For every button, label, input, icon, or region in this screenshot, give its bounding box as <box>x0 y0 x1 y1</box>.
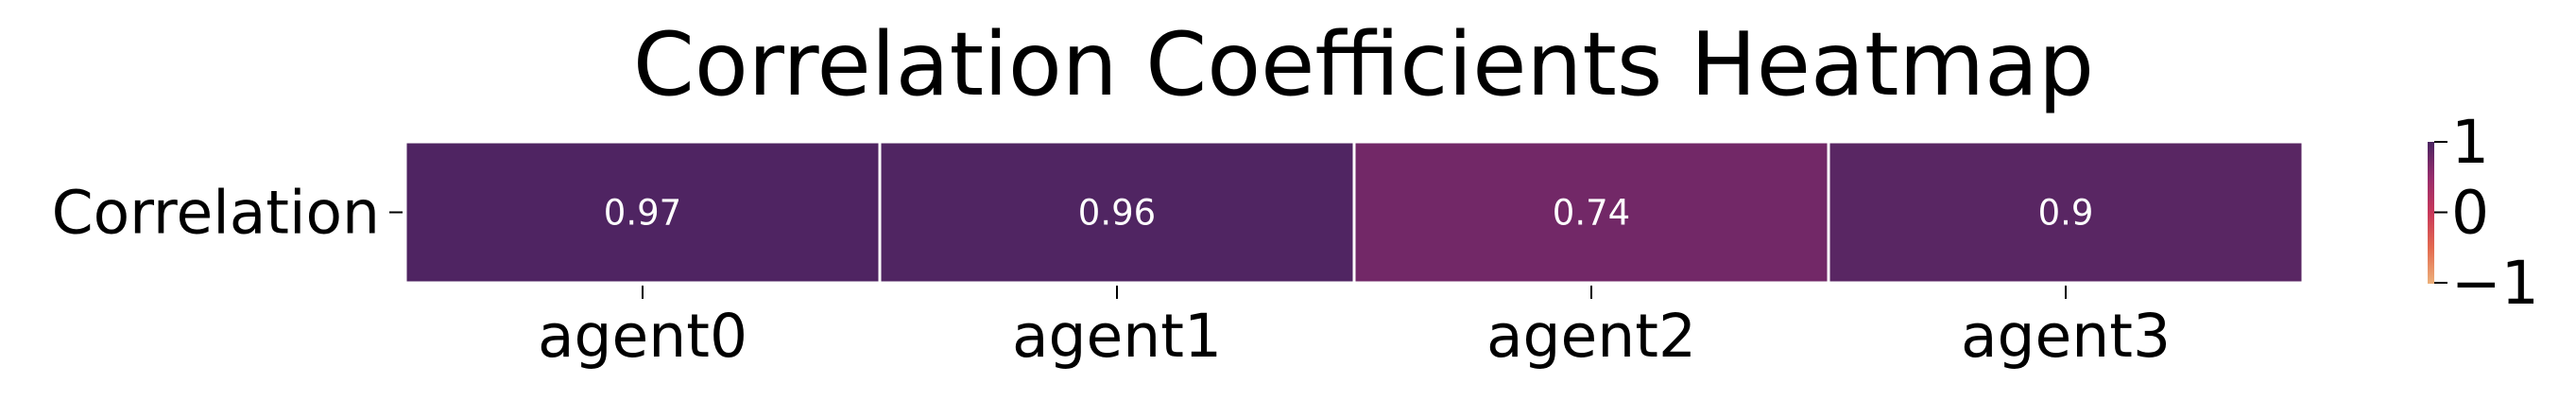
heatmap-cells: 0.97 0.96 0.74 0.9 <box>404 140 2305 285</box>
heatmap-cell <box>404 140 882 285</box>
heatmap-cell <box>878 140 1356 285</box>
cell-value-label: 0.96 <box>1078 193 1156 234</box>
colorbar <box>2428 142 2434 284</box>
column-label: agent1 <box>1012 302 1222 371</box>
column-label: agent0 <box>538 302 747 371</box>
row-labels: Correlation <box>52 179 403 248</box>
colorbar-tick-label: 0 <box>2451 179 2489 248</box>
colorbar-gradient <box>2428 142 2434 284</box>
column-labels: agent0 agent1 agent2 agent3 <box>538 286 2171 371</box>
cell-value-label: 0.97 <box>604 193 681 234</box>
column-label: agent3 <box>1961 302 2171 371</box>
row-label: Correlation <box>52 179 380 248</box>
colorbar-ticks: 10−1 <box>2434 108 2539 318</box>
heatmap-cell <box>1827 140 2305 285</box>
colorbar-tick-label: 1 <box>2451 108 2489 177</box>
column-label: agent2 <box>1486 302 1696 371</box>
colorbar-tick-label: −1 <box>2451 249 2539 318</box>
chart-title: Correlation Coefficients Heatmap <box>633 13 2094 115</box>
cell-value-label: 0.9 <box>2038 193 2094 234</box>
heatmap-cell <box>1352 140 1830 285</box>
cell-value-label: 0.74 <box>1553 193 1630 234</box>
